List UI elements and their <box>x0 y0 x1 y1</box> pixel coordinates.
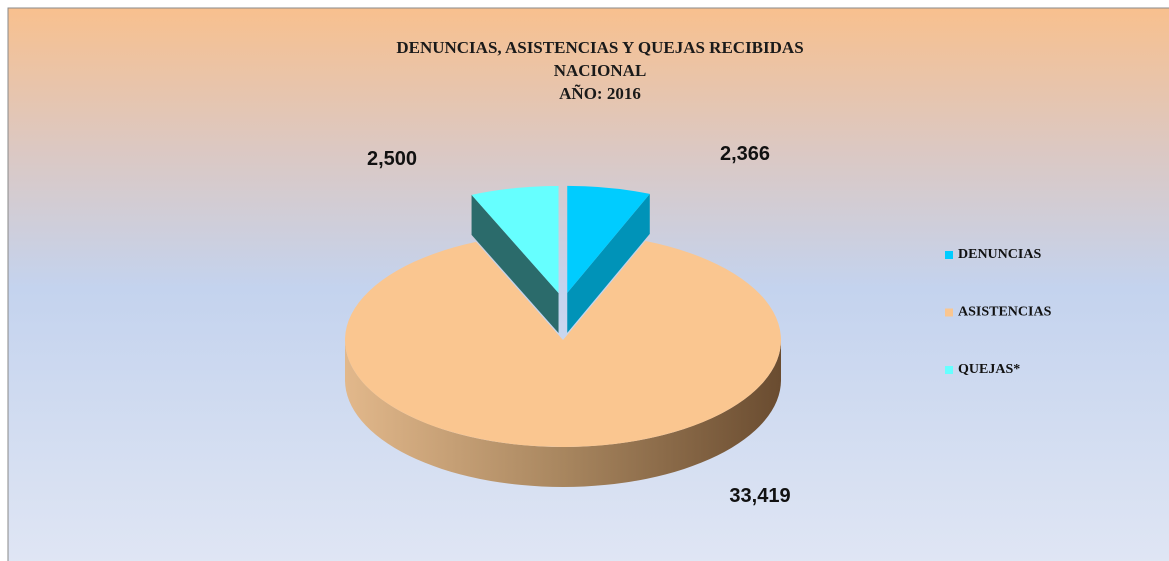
pie-slice <box>344 240 781 487</box>
slice-top <box>567 185 650 293</box>
slice-top <box>344 240 781 448</box>
data-label: 2,366 <box>720 143 770 165</box>
chart-title: NACIONAL <box>554 61 647 80</box>
data-label: 2,500 <box>367 148 417 170</box>
legend-label: DENUNCIAS <box>958 247 1041 262</box>
legend-swatch <box>945 308 953 317</box>
slice-top <box>471 186 559 294</box>
legend-label: QUEJAS* <box>958 362 1020 377</box>
legend-label: ASISTENCIAS <box>958 305 1052 320</box>
slice-wall <box>345 340 781 487</box>
pie-slice <box>567 185 650 333</box>
pie-slice <box>471 186 559 334</box>
legend-swatch <box>945 366 953 374</box>
slice-side <box>471 194 559 334</box>
slice-side <box>567 193 650 333</box>
chart-title: DENUNCIAS, ASISTENCIAS Y QUEJAS RECIBIDA… <box>396 38 803 57</box>
legend-swatch <box>945 251 953 259</box>
chart-title: AÑO: 2016 <box>559 84 641 103</box>
data-label: 33,419 <box>729 485 790 507</box>
